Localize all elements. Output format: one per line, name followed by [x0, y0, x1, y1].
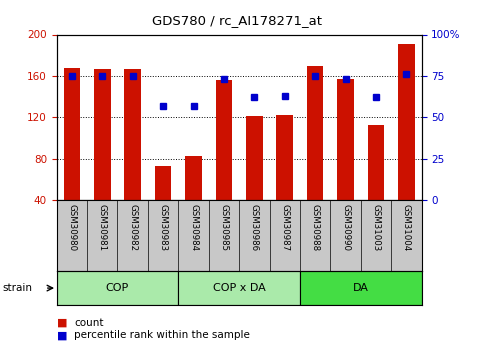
Bar [64, 68, 80, 200]
Text: count: count [74, 318, 104, 327]
Text: COP: COP [106, 283, 129, 293]
Bar [368, 125, 384, 200]
Text: GSM30987: GSM30987 [280, 204, 289, 251]
Text: GSM30985: GSM30985 [219, 204, 228, 251]
Bar [155, 166, 172, 200]
Text: ■: ■ [57, 318, 67, 327]
Text: GDS780 / rc_AI178271_at: GDS780 / rc_AI178271_at [152, 14, 321, 27]
Bar [277, 115, 293, 200]
Text: GSM31003: GSM31003 [371, 204, 381, 251]
Bar [185, 156, 202, 200]
Text: GSM31004: GSM31004 [402, 204, 411, 251]
Bar [178, 271, 300, 305]
Text: GSM30984: GSM30984 [189, 204, 198, 251]
Text: GSM30986: GSM30986 [250, 204, 259, 251]
Text: GSM30990: GSM30990 [341, 204, 350, 250]
Text: strain: strain [2, 283, 33, 293]
Text: GSM30981: GSM30981 [98, 204, 107, 251]
Bar [300, 271, 422, 305]
Bar [398, 44, 415, 200]
Text: percentile rank within the sample: percentile rank within the sample [74, 331, 250, 340]
Text: GSM30983: GSM30983 [159, 204, 168, 251]
Text: GSM30988: GSM30988 [311, 204, 319, 251]
Bar [124, 69, 141, 200]
Text: COP x DA: COP x DA [213, 283, 265, 293]
Bar [337, 79, 354, 200]
Bar [246, 116, 263, 200]
Bar [94, 69, 110, 200]
Text: DA: DA [353, 283, 369, 293]
Bar [307, 66, 323, 200]
Text: GSM30982: GSM30982 [128, 204, 137, 251]
Text: GSM30980: GSM30980 [68, 204, 76, 251]
Bar [215, 80, 232, 200]
Bar [57, 271, 178, 305]
Text: ■: ■ [57, 331, 67, 340]
